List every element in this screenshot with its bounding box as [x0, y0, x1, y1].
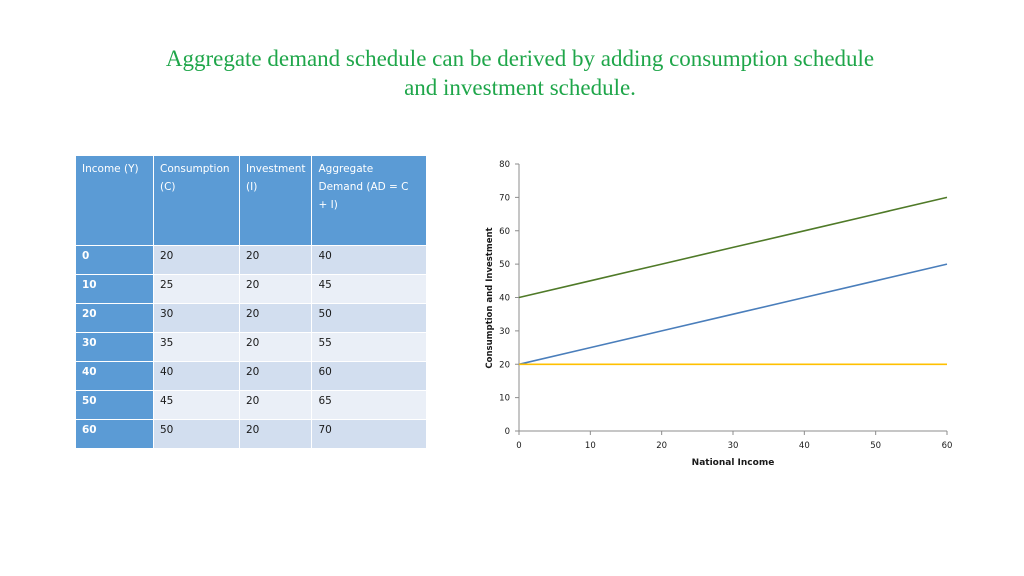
- income-cell: 50: [76, 391, 154, 420]
- aggregate-demand-cell: 60: [312, 362, 427, 391]
- chart-axes: 0 10 20 30 40 50 60 70 80 0 10 20 30 40 50 60: [499, 160, 952, 451]
- consumption-cell: 30: [154, 304, 240, 333]
- consumption-cell: 35: [154, 333, 240, 362]
- x-tick-label: 30: [728, 441, 739, 451]
- header-income: Income (Y): [76, 156, 154, 246]
- table-row: 20 30 20 50: [76, 304, 427, 333]
- consumption-cell: 40: [154, 362, 240, 391]
- x-tick-label: 60: [942, 441, 953, 451]
- series-line-3: [519, 197, 947, 297]
- investment-cell: 20: [240, 333, 312, 362]
- income-cell: 20: [76, 304, 154, 333]
- investment-cell: 20: [240, 420, 312, 449]
- x-tick-label: 20: [656, 441, 667, 451]
- table-row: 40 40 20 60: [76, 362, 427, 391]
- income-cell: 60: [76, 420, 154, 449]
- page-title: Aggregate demand schedule can be derived…: [150, 44, 890, 102]
- investment-cell: 20: [240, 304, 312, 333]
- chart-lines: [519, 197, 947, 364]
- table-row: 10 25 20 45: [76, 275, 427, 304]
- investment-cell: 20: [240, 246, 312, 275]
- header-consumption: Consumption (C): [154, 156, 240, 246]
- y-tick-label: 50: [499, 260, 510, 270]
- aggregate-demand-cell: 65: [312, 391, 427, 420]
- aggregate-demand-cell: 40: [312, 246, 427, 275]
- table-row: 50 45 20 65: [76, 391, 427, 420]
- income-cell: 40: [76, 362, 154, 391]
- x-axis-label: National Income: [692, 458, 775, 468]
- consumption-cell: 20: [154, 246, 240, 275]
- header-aggregate-demand: Aggregate Demand (AD = C + I): [312, 156, 427, 246]
- consumption-cell: 50: [154, 420, 240, 449]
- table-row: 30 35 20 55: [76, 333, 427, 362]
- series-line-1: [519, 264, 947, 364]
- x-tick-label: 50: [870, 441, 881, 451]
- y-tick-label: 70: [499, 193, 510, 203]
- y-axis-label: Consumption and Investment: [485, 227, 495, 368]
- y-tick-label: 80: [499, 160, 510, 170]
- x-tick-label: 40: [799, 441, 810, 451]
- table-row: 60 50 20 70: [76, 420, 427, 449]
- y-tick-label: 10: [499, 394, 510, 404]
- aggregate-demand-cell: 70: [312, 420, 427, 449]
- investment-cell: 20: [240, 275, 312, 304]
- income-cell: 30: [76, 333, 154, 362]
- aggregate-demand-cell: 55: [312, 333, 427, 362]
- consumption-cell: 45: [154, 391, 240, 420]
- y-tick-label: 60: [499, 227, 510, 237]
- consumption-cell: 25: [154, 275, 240, 304]
- investment-cell: 20: [240, 391, 312, 420]
- y-tick-label: 40: [499, 294, 510, 304]
- table-header-row: Income (Y) Consumption (C) Investment (I…: [76, 156, 427, 246]
- aggregate-demand-cell: 50: [312, 304, 427, 333]
- income-cell: 10: [76, 275, 154, 304]
- header-investment: Investment (I): [240, 156, 312, 246]
- table-row: 0 20 20 40: [76, 246, 427, 275]
- y-tick-label: 20: [499, 360, 510, 370]
- y-tick-label: 30: [499, 327, 510, 337]
- x-tick-label: 0: [516, 441, 521, 451]
- income-cell: 0: [76, 246, 154, 275]
- aggregate-demand-cell: 45: [312, 275, 427, 304]
- line-chart: 0 10 20 30 40 50 60 70 80 0 10 20 30 40 50 60 National …: [470, 150, 970, 480]
- investment-cell: 20: [240, 362, 312, 391]
- y-tick-label: 0: [505, 427, 510, 437]
- x-tick-label: 10: [585, 441, 596, 451]
- schedule-table: Income (Y) Consumption (C) Investment (I…: [75, 155, 427, 449]
